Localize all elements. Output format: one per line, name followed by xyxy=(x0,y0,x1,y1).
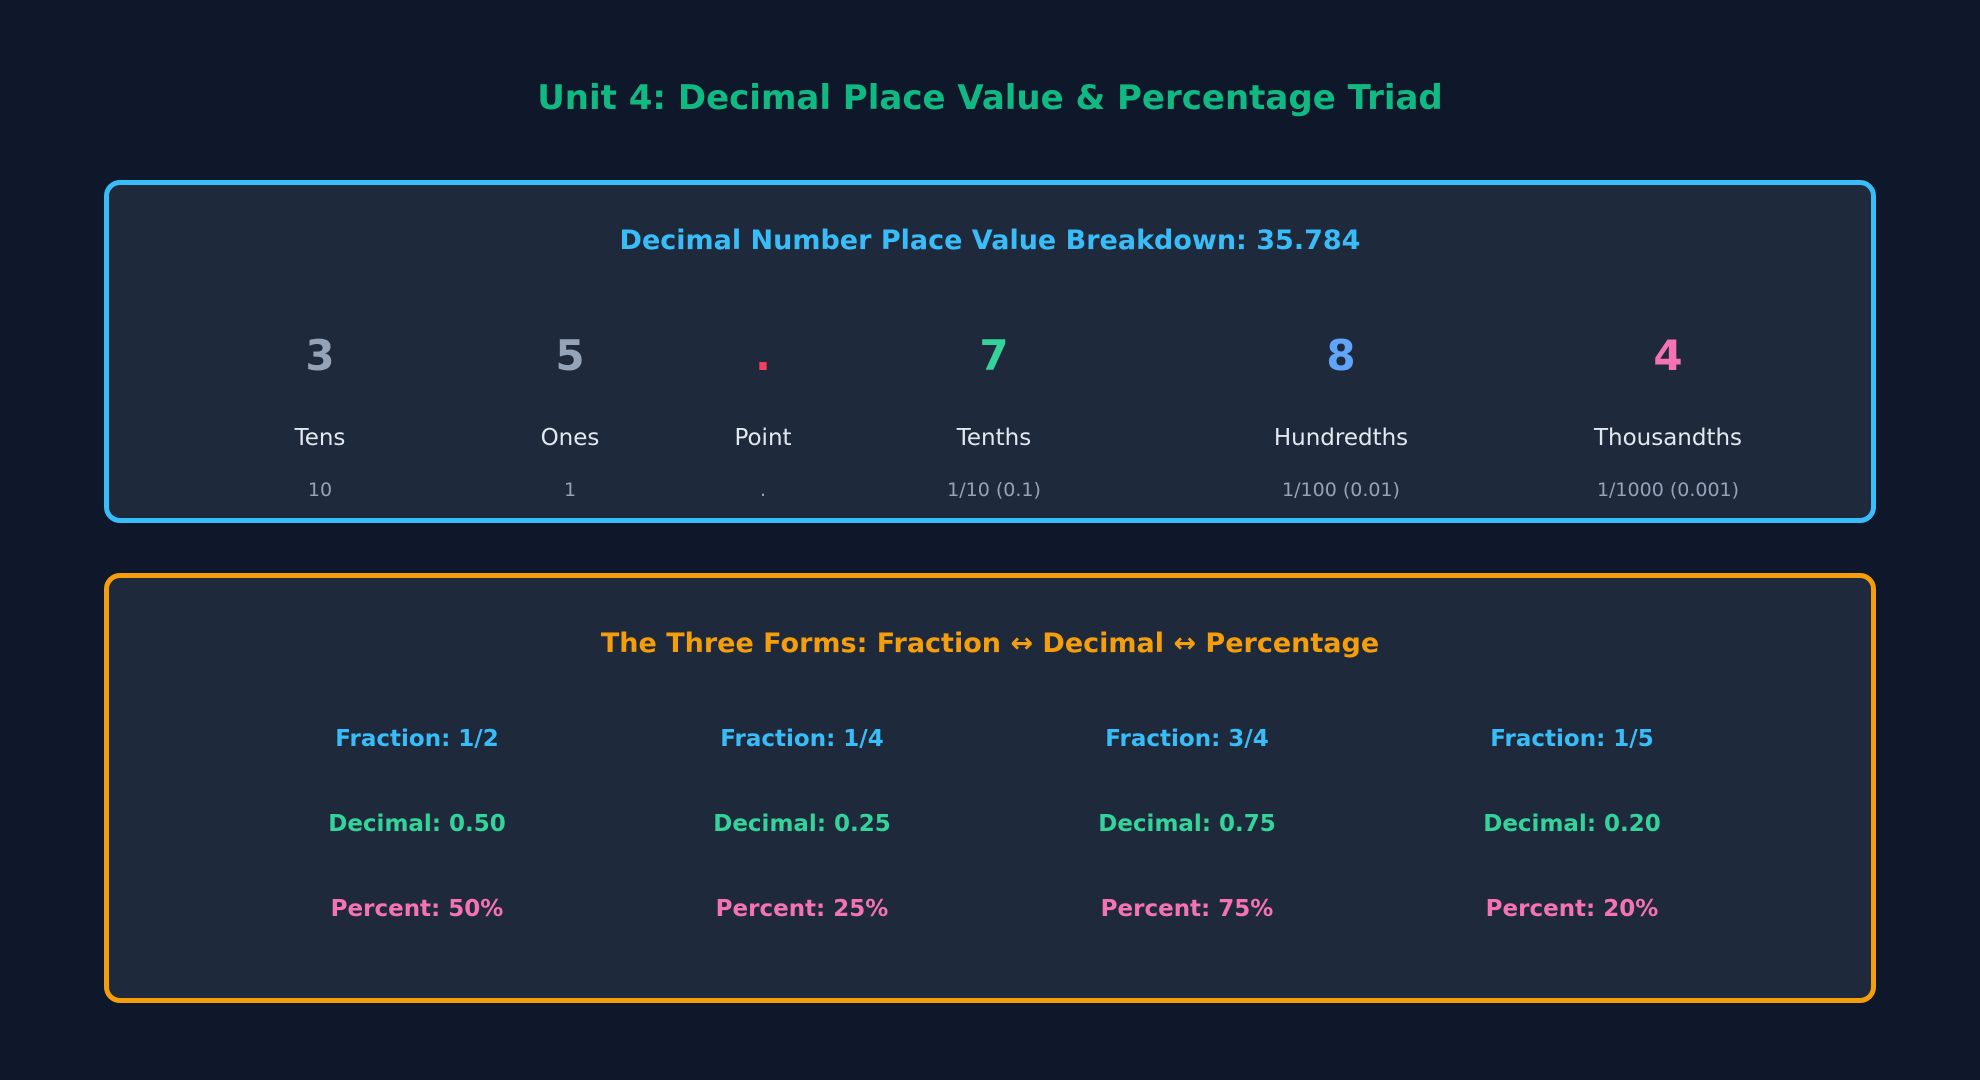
fraction-label: Fraction: 1/2 xyxy=(335,726,499,752)
percent-label: Percent: 75% xyxy=(1100,896,1274,922)
page-title: Unit 4: Decimal Place Value & Percentage… xyxy=(537,78,1443,118)
decimal-label: Decimal: 0.20 xyxy=(1483,811,1661,837)
place-digit: 8 xyxy=(1326,331,1356,380)
place-value: 1/100 (0.01) xyxy=(1282,479,1400,501)
place-name: Tens xyxy=(294,425,346,451)
fraction-label: Fraction: 3/4 xyxy=(1105,726,1269,752)
fraction-label: Fraction: 1/5 xyxy=(1490,726,1654,752)
place-digit: . xyxy=(755,331,771,380)
decimal-label: Decimal: 0.25 xyxy=(713,811,891,837)
place-digit: 3 xyxy=(305,331,335,380)
place-value: 10 xyxy=(307,479,333,501)
place-value: 1 xyxy=(563,479,577,501)
decimal-label: Decimal: 0.50 xyxy=(328,811,506,837)
place-value: . xyxy=(759,479,767,501)
percent-label: Percent: 20% xyxy=(1485,896,1659,922)
place-value-panel: Decimal Number Place Value Breakdown: 35… xyxy=(104,180,1876,523)
place-name: Thousandths xyxy=(1593,425,1743,451)
fraction-label: Fraction: 1/4 xyxy=(720,726,884,752)
place-name: Hundredths xyxy=(1273,425,1409,451)
three-forms-title: The Three Forms: Fraction ↔ Decimal ↔ Pe… xyxy=(600,628,1380,659)
three-forms-panel: The Three Forms: Fraction ↔ Decimal ↔ Pe… xyxy=(104,573,1876,1003)
place-digit: 5 xyxy=(555,331,585,380)
place-value-title: Decimal Number Place Value Breakdown: 35… xyxy=(619,225,1361,256)
place-name: Tenths xyxy=(956,425,1032,451)
place-digit: 4 xyxy=(1653,331,1683,380)
decimal-label: Decimal: 0.75 xyxy=(1098,811,1276,837)
place-value: 1/10 (0.1) xyxy=(947,479,1041,501)
place-value: 1/1000 (0.001) xyxy=(1596,479,1740,501)
percent-label: Percent: 50% xyxy=(330,896,504,922)
percent-label: Percent: 25% xyxy=(715,896,889,922)
place-name: Ones xyxy=(540,425,600,451)
place-name: Point xyxy=(734,425,792,451)
place-digit: 7 xyxy=(979,331,1009,380)
